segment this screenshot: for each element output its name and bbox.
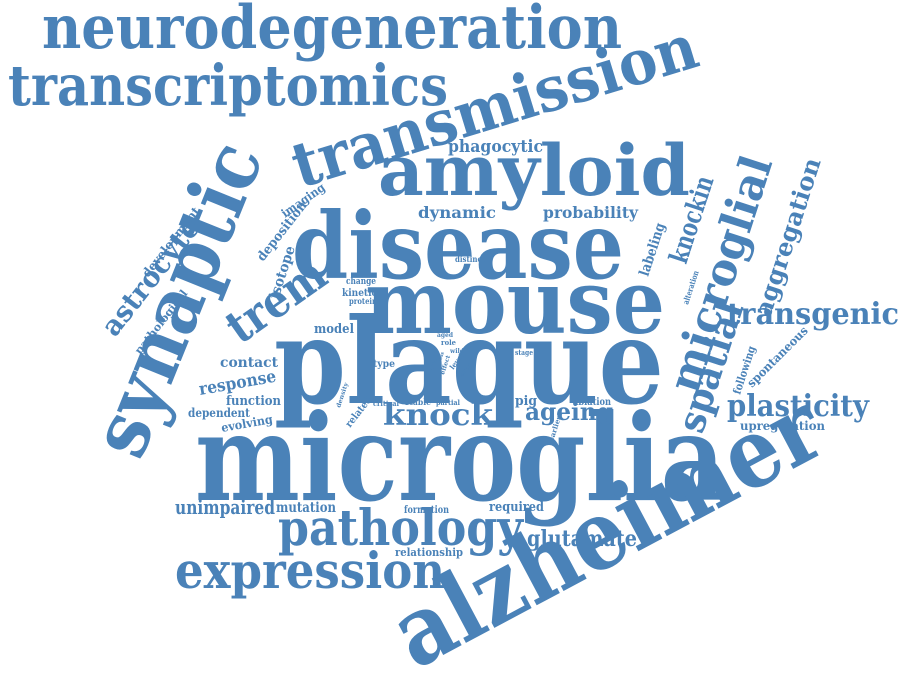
word-change: change	[346, 277, 376, 287]
word-glutamate: glutamate	[527, 526, 637, 552]
word-transgenic: transgenic	[727, 297, 899, 332]
word-role: role	[441, 338, 457, 347]
word-type: type	[373, 359, 395, 370]
word-amyloid: amyloid	[378, 129, 690, 212]
word-model: model	[314, 322, 354, 337]
word-aged: aged	[437, 332, 454, 339]
word-required: required	[489, 500, 544, 515]
word-phagocytic: phagocytic	[448, 137, 543, 157]
word-pathology: pathology	[278, 498, 525, 557]
word-stable: stable	[405, 397, 431, 407]
word-expression: expression	[175, 541, 445, 600]
word-plaque: plaque	[274, 292, 664, 431]
word-ageing: ageing	[525, 397, 613, 426]
word-transcriptomics: transcriptomics	[8, 53, 448, 119]
word-neurodegeneration: neurodegeneration	[42, 0, 622, 63]
word-mutation: mutation	[276, 500, 336, 516]
word-microglia: microglia	[195, 388, 725, 529]
word-probability: probability	[543, 203, 639, 222]
word-unimpaired: unimpaired	[175, 495, 275, 519]
word-knock: knock	[383, 398, 494, 433]
word-disease: disease	[292, 192, 624, 300]
word-distinct: distinct	[455, 254, 485, 264]
word-partial: partial	[436, 398, 460, 407]
word-loss: loss	[437, 351, 446, 363]
word-ablation: ablation	[573, 397, 612, 408]
word-protein: protein	[349, 296, 377, 306]
word-relationship: relationship	[395, 546, 463, 559]
word-contact: contact	[220, 355, 279, 371]
word-stage: stage	[515, 348, 533, 357]
word-upregulation: upregulation	[740, 419, 825, 433]
word-function: function	[226, 394, 281, 409]
word-formation: formation	[404, 505, 450, 516]
word-dynamic: dynamic	[418, 203, 496, 222]
word-pig: pig	[515, 394, 537, 409]
word-critical: critical	[373, 399, 399, 408]
word-wild: wild	[449, 348, 465, 355]
word-mouse: mouse	[365, 250, 665, 354]
word-plasticity: plasticity	[727, 389, 870, 424]
word-kinetic: kinetic	[342, 288, 377, 299]
word-dependent: dependent	[188, 406, 250, 420]
